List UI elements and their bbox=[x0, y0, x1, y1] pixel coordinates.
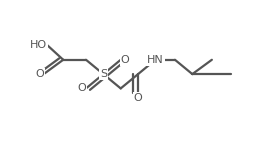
Text: HO: HO bbox=[30, 40, 47, 50]
Text: S: S bbox=[100, 69, 107, 79]
Text: O: O bbox=[35, 69, 44, 79]
Text: O: O bbox=[134, 93, 143, 103]
Text: O: O bbox=[121, 55, 129, 65]
Text: O: O bbox=[77, 83, 86, 93]
Text: HN: HN bbox=[147, 55, 164, 65]
